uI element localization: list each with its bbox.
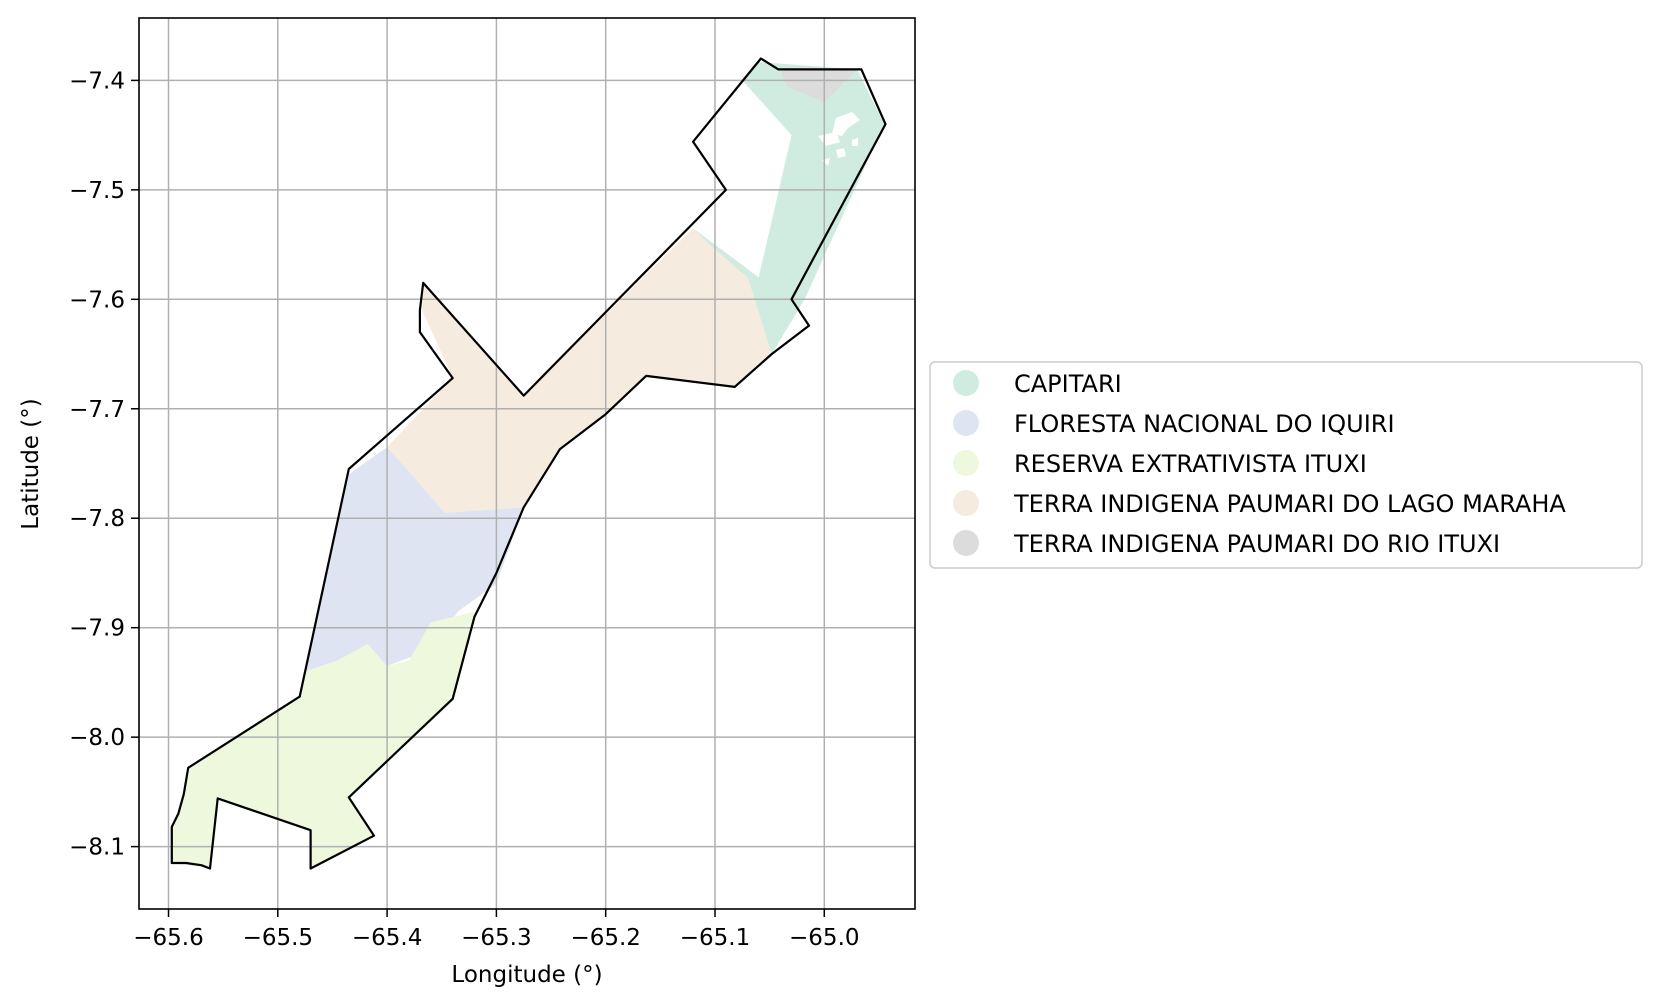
- y-tick-label: −7.8: [69, 506, 125, 532]
- y-tick-label: −7.9: [69, 616, 125, 642]
- legend-item-reserva-extrativista-ituxi: RESERVA EXTRATIVISTA ITUXI: [953, 450, 1367, 478]
- legend-label: TERRA INDIGENA PAUMARI DO LAGO MARAHA: [1013, 490, 1566, 518]
- legend-marker: [953, 490, 979, 516]
- x-tick-label: −65.6: [133, 925, 203, 951]
- legend-item-capitari: CAPITARI: [953, 370, 1122, 398]
- region-reserva-extrativista-ituxi: [171, 611, 477, 869]
- region-floresta-nacional-do-iquiri: [305, 447, 524, 672]
- axes-frame: [138, 17, 916, 910]
- x-tick-label: −65.2: [570, 925, 640, 951]
- legend-item-floresta-nacional-do-iquiri: FLORESTA NACIONAL DO IQUIRI: [953, 410, 1395, 438]
- legend-marker: [953, 450, 979, 476]
- y-tick-label: −8.1: [69, 835, 125, 861]
- x-tick-label: −65.1: [680, 925, 750, 951]
- white-islands: [818, 112, 860, 166]
- study-area-outline: [170, 57, 887, 870]
- y-tick-label: −8.0: [69, 725, 125, 751]
- x-axis-title: Longitude (°): [451, 962, 602, 988]
- legend-marker: [953, 410, 979, 436]
- legend-items: CAPITARI FLORESTA NACIONAL DO IQUIRI RESER…: [953, 370, 1566, 558]
- legend-label: CAPITARI: [1014, 370, 1122, 398]
- region-terra-indigena-paumari-do-rio-ituxi: [780, 69, 858, 103]
- x-tick-label: −65.5: [243, 925, 313, 951]
- legend: CAPITARI FLORESTA NACIONAL DO IQUIRI RESER…: [929, 361, 1643, 569]
- y-tick-label: −7.6: [69, 287, 125, 313]
- plot-area: −65.6 −65.5 −65.4 −65.3 −65.2 −65.1 −65.0 −7.4…: [69, 17, 916, 951]
- legend-label: TERRA INDIGENA PAUMARI DO RIO ITUXI: [1013, 530, 1500, 558]
- x-tick-label: −65.4: [352, 925, 422, 951]
- x-axis-ticks: −65.6 −65.5 −65.4 −65.3 −65.2 −65.1 −65.0: [133, 909, 860, 951]
- legend-item-terra-indigena-paumari-do-lago-maraha: TERRA INDIGENA PAUMARI DO LAGO MARAHA: [953, 490, 1566, 518]
- y-tick-label: −7.4: [69, 68, 125, 94]
- grid-lines: [139, 18, 915, 909]
- x-tick-label: −65.3: [461, 925, 531, 951]
- y-tick-label: −7.7: [69, 397, 125, 423]
- y-axis-ticks: −7.4 −7.5 −7.6 −7.7 −7.8 −7.9 −8.0 −8.1: [69, 68, 139, 861]
- legend-marker: [953, 370, 979, 396]
- x-tick-label: −65.0: [789, 925, 859, 951]
- y-axis-title: Latitude (°): [18, 398, 44, 529]
- legend-marker: [953, 530, 979, 556]
- legend-frame: [929, 361, 1643, 569]
- legend-item-terra-indigena-paumari-do-rio-ituxi: TERRA INDIGENA PAUMARI DO RIO ITUXI: [953, 530, 1500, 558]
- legend-label: RESERVA EXTRATIVISTA ITUXI: [1014, 450, 1367, 478]
- y-tick-label: −7.5: [69, 178, 125, 204]
- legend-label: FLORESTA NACIONAL DO IQUIRI: [1014, 410, 1395, 438]
